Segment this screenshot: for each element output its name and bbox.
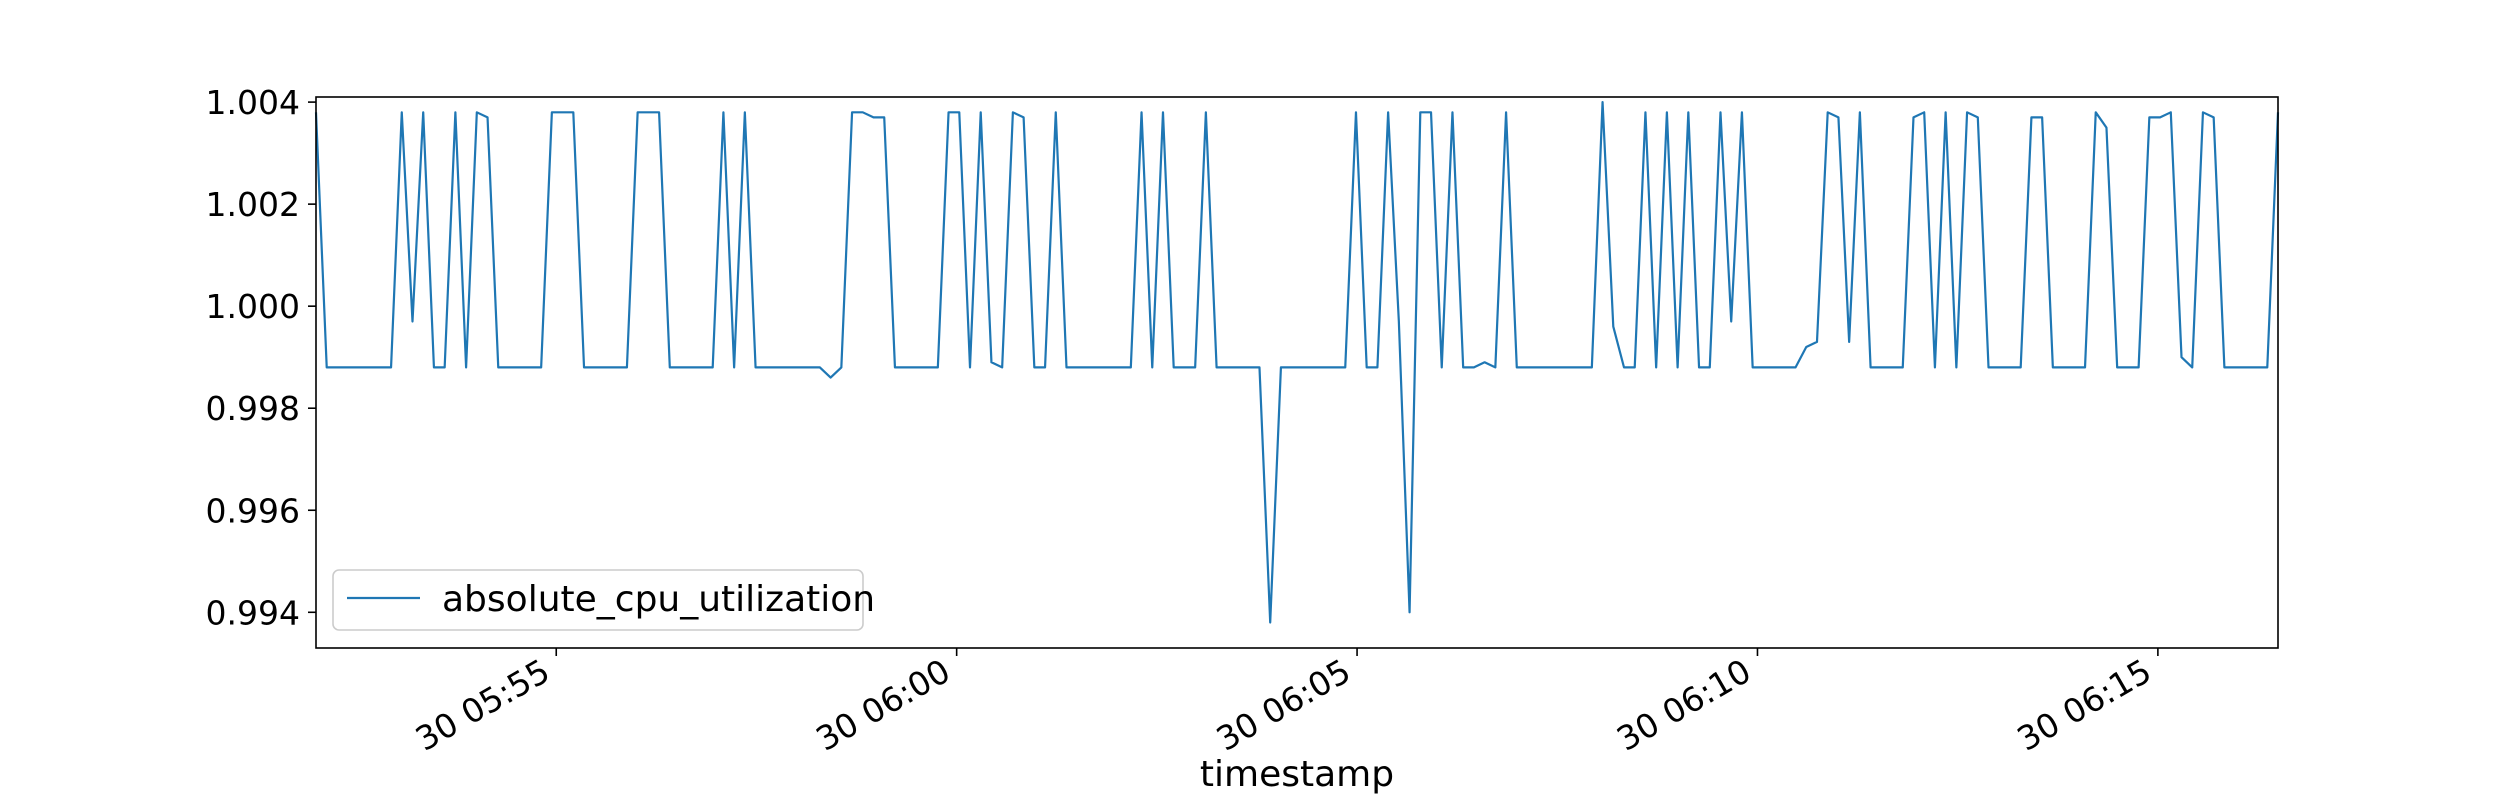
x-axis: 30 05:55 30 06:00 30 06:05 30 06:10 30 06:15 <box>409 648 2159 759</box>
y-tick-label: 1.000 <box>206 287 300 326</box>
x-tick-label: 30 06:05 <box>1210 651 1357 759</box>
plot-area <box>314 101 2280 624</box>
x-tick-label: 30 05:55 <box>409 651 556 759</box>
x-axis-label: timestamp <box>1200 754 1394 795</box>
y-tick-label: 0.998 <box>206 389 300 428</box>
series-line-absolute-cpu-utilization <box>314 101 2280 624</box>
x-tick-label: 30 06:10 <box>1610 651 1757 759</box>
legend: absolute_cpu_utilization <box>332 569 875 631</box>
y-axis: 0.994 0.996 0.998 1.000 1.002 1.004 <box>206 83 316 632</box>
x-tick-label: 30 06:00 <box>809 651 956 759</box>
x-tick-label: 30 06:15 <box>2011 651 2158 759</box>
legend-box <box>332 569 864 631</box>
plot-frame <box>315 96 2279 649</box>
y-tick-label: 0.996 <box>206 491 300 530</box>
y-tick-label: 1.002 <box>206 185 300 224</box>
y-tick-label: 0.994 <box>206 593 300 632</box>
legend-label-absolute-cpu-utilization: absolute_cpu_utilization <box>442 579 875 620</box>
y-tick-label: 1.004 <box>206 83 300 122</box>
